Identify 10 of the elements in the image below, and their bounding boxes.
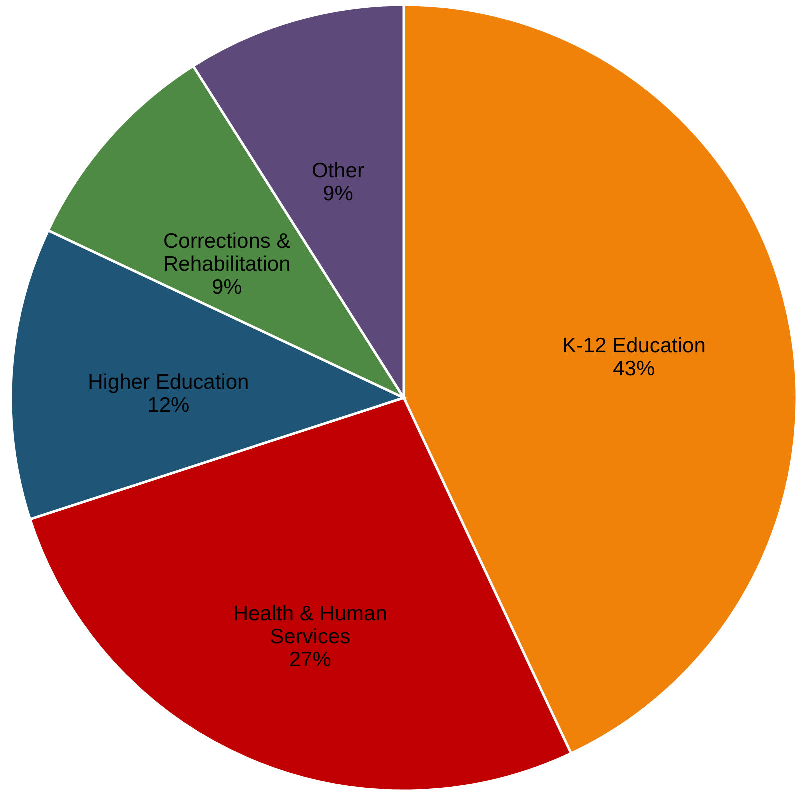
data-label: 12% <box>148 394 190 418</box>
slice-label: Higher Education <box>88 371 250 394</box>
slice-label: K-12 Education <box>562 334 706 358</box>
data-label: 43% <box>613 358 656 381</box>
slice-label: Health & Human Services <box>233 602 388 648</box>
slice-label: Other <box>312 160 364 183</box>
data-label: 27% <box>289 648 332 672</box>
slice-label: Corrections & Rehabilitation <box>163 230 291 276</box>
data-label: 9% <box>212 276 242 300</box>
data-label: 9% <box>323 182 354 206</box>
